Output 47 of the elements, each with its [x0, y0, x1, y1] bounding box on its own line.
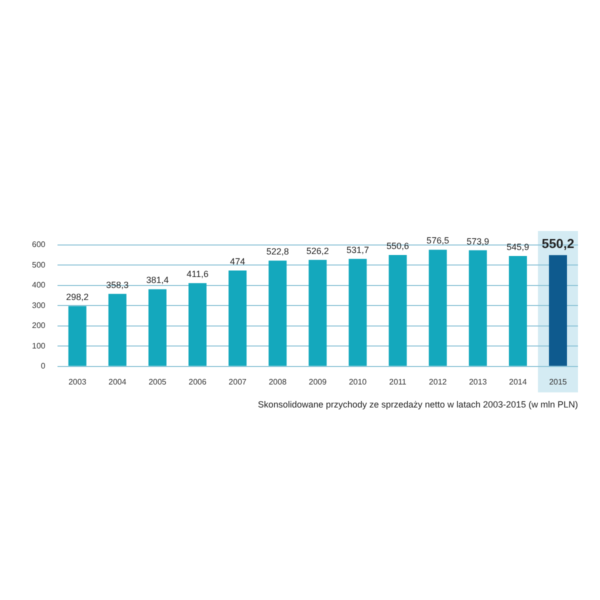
x-tick-label: 2009	[308, 377, 328, 386]
data-label: 531,7	[346, 244, 369, 255]
data-label: 474	[230, 256, 246, 266]
x-tick-label: 2010	[348, 377, 368, 386]
x-tick-label: 2012	[428, 377, 448, 386]
x-tick-label: 2008	[268, 377, 288, 386]
data-label: 526,2	[306, 246, 329, 256]
data-label: 298,2	[66, 292, 89, 302]
bar	[428, 250, 447, 366]
x-tick-label: 2015	[549, 377, 568, 386]
bar	[348, 258, 367, 366]
x-tick-label: 2005	[148, 377, 167, 386]
text: Skonsolidowane przychody ze sprzedaży netto w latach 2003-2015 (w mln PLN)	[258, 399, 578, 410]
bar	[148, 289, 166, 366]
x-tick-label: 2011	[389, 377, 407, 386]
x-tick-label: 2007	[228, 377, 248, 386]
data-label: 550,2	[542, 236, 574, 252]
data-label: 411,6	[186, 269, 208, 280]
bar	[548, 255, 567, 366]
data-label: 573,9	[466, 236, 490, 246]
x-tick-label: 2003	[68, 377, 87, 386]
data-label: 576,5	[426, 236, 450, 246]
y-tick-label: 200	[32, 321, 46, 330]
bar	[268, 260, 287, 366]
y-tick-label: 400	[32, 280, 46, 290]
y-tick-label: 300	[32, 300, 46, 310]
bar	[388, 254, 407, 366]
bar	[228, 270, 247, 366]
y-tick-label: 0	[40, 362, 46, 371]
bar	[108, 294, 126, 366]
bar	[468, 250, 487, 366]
data-label: 550,6	[386, 240, 410, 251]
x-tick-label: 2004	[108, 377, 127, 386]
bar	[508, 256, 527, 366]
y-tick-label: 100	[32, 341, 46, 350]
y-tick-label: 600	[32, 240, 46, 250]
x-tick-label: 2013	[468, 377, 488, 386]
data-label: 381,4	[146, 275, 169, 286]
bar	[188, 283, 207, 366]
y-tick-label: 500	[32, 260, 46, 270]
bar	[308, 260, 327, 366]
data-label: 358,3	[106, 280, 129, 290]
bar	[68, 306, 86, 366]
data-label: 545,9	[506, 242, 530, 252]
data-label: 522,8	[266, 246, 289, 257]
x-tick-label: 2006	[188, 377, 207, 386]
x-tick-label: 2014	[509, 377, 528, 386]
